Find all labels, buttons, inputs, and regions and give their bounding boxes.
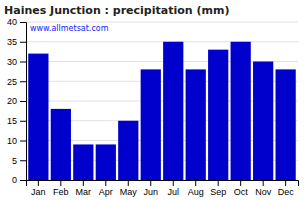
tick: Mar — [76, 180, 92, 197]
tick: Apr — [99, 180, 113, 197]
plot: Jan Feb Mar Apr May Jun Jul Aug Sep Oct Nov Dec 0 5 10… — [7, 17, 299, 197]
tick-mark — [20, 180, 26, 181]
x-axis: Jan Feb Mar Apr May Jun Jul Aug Sep Oct Nov Dec — [27, 180, 299, 197]
tick-label: 15 — [7, 116, 17, 126]
tick-label: Oct — [234, 187, 249, 197]
bar — [276, 69, 296, 180]
tick-label: 40 — [7, 17, 17, 27]
axis-line — [27, 181, 299, 187]
tick-label: 25 — [7, 77, 17, 87]
tick-mark — [218, 180, 219, 186]
tick: Jan — [31, 180, 46, 197]
tick-label: Jan — [31, 187, 46, 197]
tick: 10 — [7, 136, 26, 146]
tick-label: 30 — [7, 57, 17, 67]
bar — [186, 69, 206, 180]
tick-label: Dec — [278, 187, 295, 197]
bar — [208, 50, 228, 180]
grid-line — [26, 22, 298, 23]
bar — [118, 121, 138, 180]
annotation: www.allmetsat.com — [30, 24, 109, 33]
tick: Dec — [278, 180, 295, 197]
tick-label: Aug — [188, 187, 204, 197]
tick-label: Jun — [144, 187, 159, 197]
tick: Aug — [188, 180, 204, 197]
tick: 20 — [7, 96, 26, 106]
tick: Nov — [255, 180, 272, 197]
grid-line — [26, 41, 298, 42]
tick-mark — [83, 180, 84, 186]
tick-label: Mar — [76, 187, 92, 197]
bar — [141, 69, 161, 180]
tick-label: 10 — [7, 136, 17, 146]
tick-label: Sep — [210, 187, 226, 197]
tick-mark — [20, 121, 26, 122]
tick-label: Jul — [167, 187, 179, 197]
tick-label: 0 — [12, 175, 17, 185]
tick: Feb — [53, 180, 69, 197]
tick-label: 35 — [7, 37, 17, 47]
bar — [28, 54, 48, 180]
tick: 0 — [12, 175, 26, 185]
tick: 30 — [7, 57, 26, 67]
bar — [96, 144, 116, 180]
tick-mark — [105, 180, 106, 186]
tick-label: May — [120, 187, 138, 197]
tick: Jun — [144, 180, 159, 197]
tick-mark — [20, 101, 26, 102]
tick-mark — [263, 180, 264, 186]
tick: May — [120, 180, 138, 197]
tick-mark — [38, 180, 39, 186]
tick-label: Apr — [99, 187, 113, 197]
tick-mark — [20, 160, 26, 161]
y-axis: 0 5 10 15 20 25 30 35 40 — [7, 17, 27, 185]
bars — [28, 42, 296, 180]
tick: Sep — [210, 180, 226, 197]
tick-mark — [20, 42, 26, 43]
tick: Oct — [234, 180, 249, 197]
bar — [73, 144, 93, 180]
tick-mark — [20, 141, 26, 142]
tick-mark — [150, 180, 151, 186]
tick-label: 20 — [7, 96, 17, 106]
bar — [253, 62, 273, 181]
bar — [163, 42, 183, 180]
tick-mark — [240, 180, 241, 186]
tick-mark — [20, 62, 26, 63]
tick: 25 — [7, 77, 26, 87]
tick-mark — [60, 180, 61, 186]
tick-mark — [173, 180, 174, 186]
tick: Jul — [167, 180, 179, 197]
tick: 35 — [7, 37, 26, 47]
tick: 15 — [7, 116, 26, 126]
tick-label: 5 — [12, 156, 17, 166]
bar — [231, 42, 251, 180]
tick-mark — [20, 81, 26, 82]
tick-mark — [195, 180, 196, 186]
axis-line — [20, 23, 27, 181]
tick: 5 — [12, 156, 26, 166]
tick-mark — [128, 180, 129, 186]
bar — [51, 109, 71, 180]
chart: Jan Feb Mar Apr May Jun Jul Aug Sep Oct Nov Dec 0 5 10… — [0, 0, 306, 200]
tick-label: Nov — [255, 187, 272, 197]
title: Haines Junction : precipitation (mm) — [4, 4, 229, 17]
tick-label: Feb — [53, 187, 69, 197]
tick-mark — [285, 180, 286, 186]
grid — [26, 22, 298, 180]
tick: 40 — [7, 17, 26, 27]
tick-mark — [20, 22, 26, 23]
